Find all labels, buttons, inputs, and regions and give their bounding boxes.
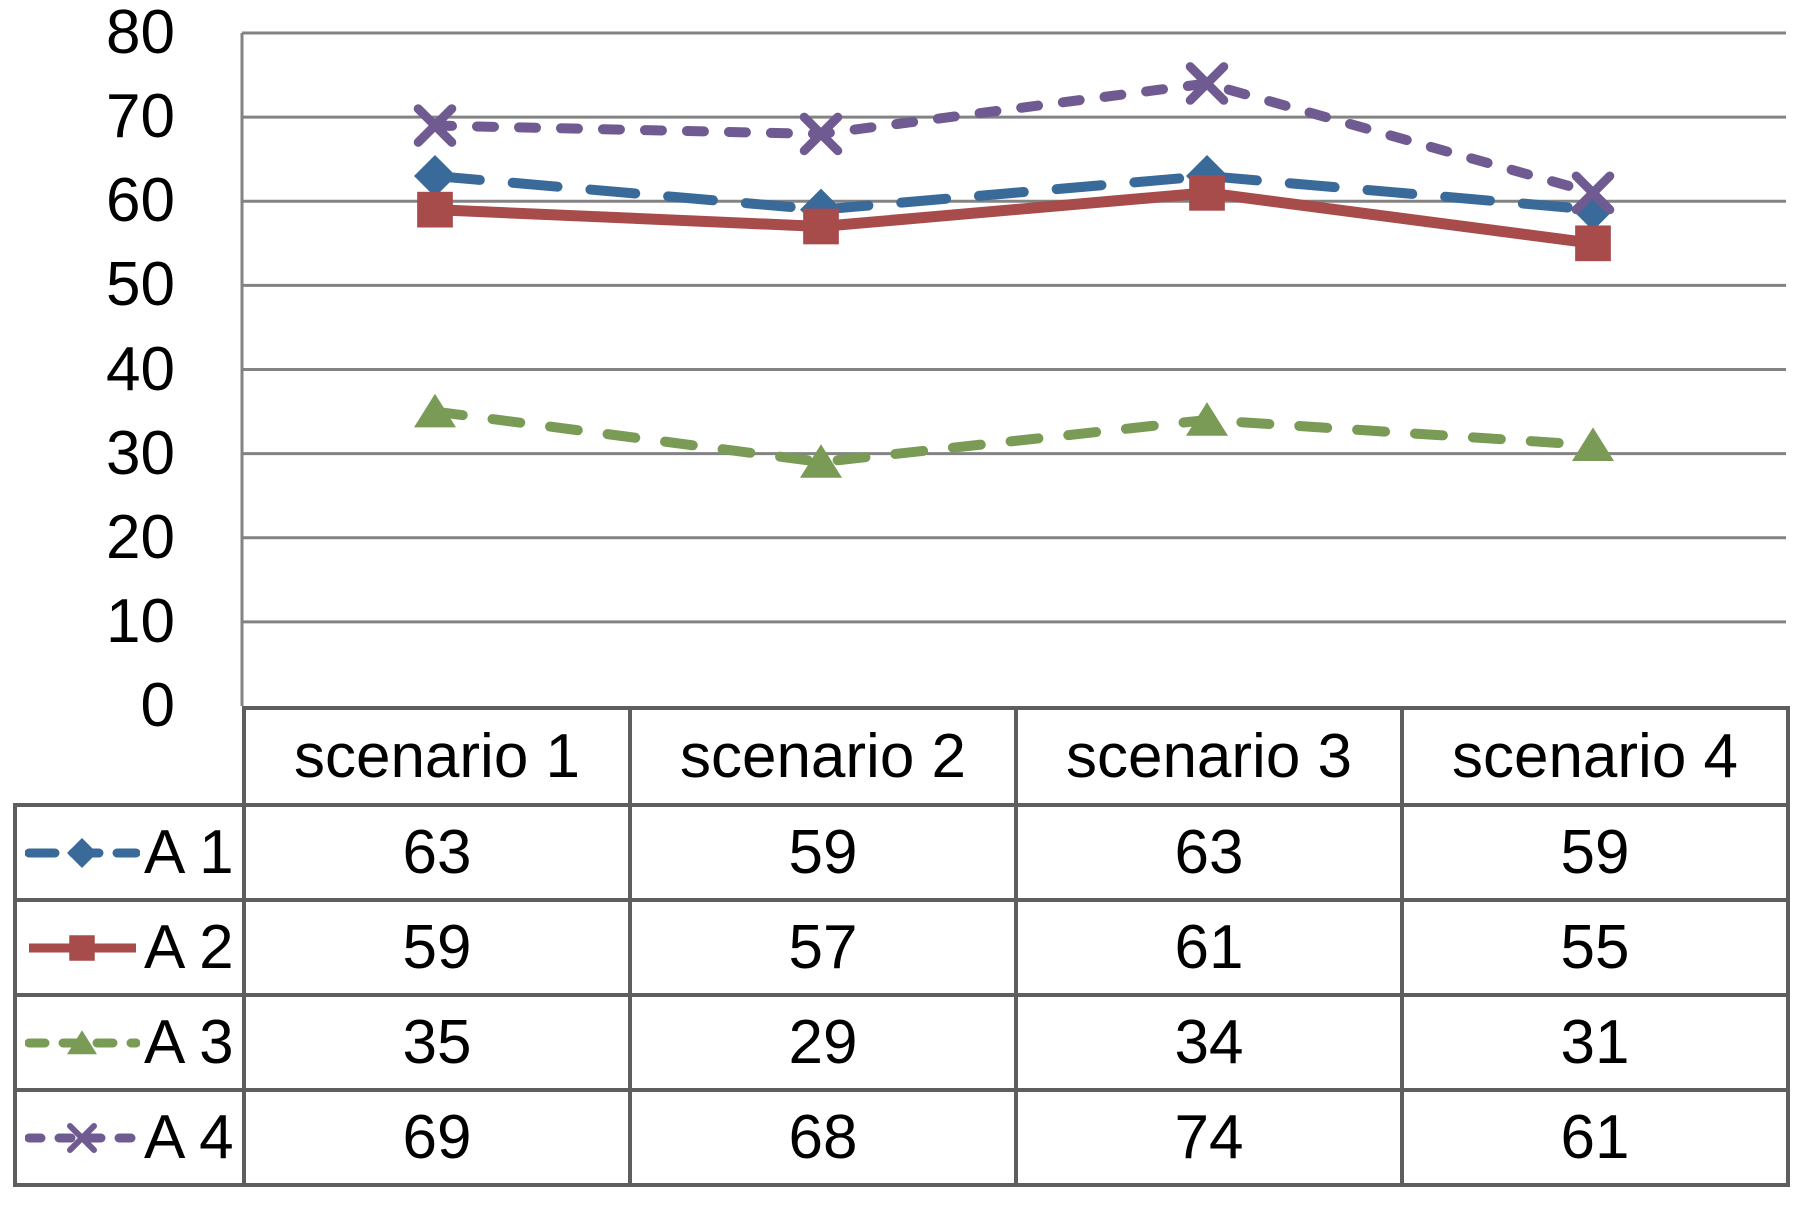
square-marker-icon	[69, 934, 95, 961]
legend-label: A 4	[144, 1103, 234, 1172]
value-cell: 68	[628, 1088, 1018, 1187]
y-axis-tick-label: 30	[106, 418, 175, 488]
triangle-marker-icon	[67, 1029, 97, 1054]
column-header-scenario-4: scenario 4	[1400, 706, 1790, 807]
table-row-A-4: A 4 69 68 74 61	[13, 1088, 1790, 1187]
x-marker-icon	[413, 104, 457, 147]
legend-key-dash-line	[25, 1029, 140, 1054]
legend-cell-A-2: A 2	[13, 898, 246, 997]
x-marker-icon	[67, 1122, 97, 1153]
legend-label: A 1	[144, 818, 234, 887]
value-cell: 59	[242, 898, 632, 997]
legend-cell-A-3: A 3	[13, 993, 246, 1092]
diamond-marker-icon	[414, 155, 456, 198]
data-table: scenario 1 scenario 2 scenario 3 scenario 4…	[13, 706, 1790, 1187]
y-axis-tick-label: 60	[106, 166, 175, 236]
series-A-2	[417, 174, 1611, 262]
value-cell: 35	[242, 993, 632, 1092]
series-line	[430, 406, 1598, 468]
y-axis-tick-label: 40	[106, 334, 175, 404]
y-axis-tick-label: 50	[106, 250, 175, 320]
legend-label: A 3	[144, 1008, 234, 1077]
value-cell: 31	[1400, 993, 1790, 1092]
square-marker-icon	[1189, 174, 1225, 211]
table-header-row: scenario 1 scenario 2 scenario 3 scenario 4	[15, 706, 1790, 807]
value-cell: 29	[628, 993, 1018, 1092]
value-cell: 61	[1014, 898, 1404, 997]
table-row-A-3: A 3 35 29 34 31	[13, 993, 1790, 1092]
triangle-marker-icon	[800, 444, 842, 478]
x-marker-icon	[1185, 62, 1229, 105]
value-cell: 69	[242, 1088, 632, 1187]
column-header-scenario-1: scenario 1	[242, 706, 632, 807]
column-header-scenario-2: scenario 2	[628, 706, 1018, 807]
series-line	[430, 170, 1598, 215]
series-line	[430, 78, 1598, 198]
legend-key-short-dash-line	[25, 1122, 140, 1153]
value-cell: 61	[1400, 1088, 1790, 1187]
series-A-3	[414, 393, 1614, 478]
square-marker-icon	[417, 191, 453, 228]
legend-key-solid-line	[29, 934, 136, 961]
legend-key-long-dash-line	[25, 837, 140, 868]
triangle-marker-icon	[1186, 402, 1228, 436]
y-axis-tick-label: 10	[106, 586, 175, 656]
table-corner-blank-cell	[15, 708, 244, 805]
value-cell: 57	[628, 898, 1018, 997]
legend-cell-A-1: A 1	[13, 803, 246, 902]
value-cell: 63	[1014, 803, 1404, 902]
x-marker-icon	[799, 112, 843, 156]
diamond-marker-icon	[67, 837, 97, 868]
y-axis-tick-label: 70	[106, 82, 175, 152]
triangle-marker-icon	[1572, 427, 1614, 461]
y-axis-tick-label: 20	[106, 502, 175, 572]
legend-label: A 2	[144, 913, 234, 982]
value-cell: 59	[1400, 803, 1790, 902]
column-header-scenario-3: scenario 3	[1014, 706, 1404, 807]
x-marker-icon	[1571, 171, 1615, 215]
value-cell: 55	[1400, 898, 1790, 997]
value-cell: 63	[242, 803, 632, 902]
gridlines	[242, 31, 1786, 624]
triangle-marker-icon	[414, 393, 456, 428]
series-A-4	[413, 62, 1615, 215]
y-axis-tick-label: 80	[106, 0, 175, 67]
square-marker-icon	[1575, 225, 1611, 262]
table-row-A-2: A 2 59 57 61 55	[13, 898, 1790, 997]
value-cell: 74	[1014, 1088, 1404, 1187]
y-axis-tick-label: 0	[140, 671, 175, 740]
value-cell: 34	[1014, 993, 1404, 1092]
table-row-A-1: A 1 63 59 63 59	[13, 803, 1790, 902]
series-line	[434, 187, 1594, 249]
value-cell: 59	[628, 803, 1018, 902]
legend-cell-A-4: A 4	[13, 1088, 246, 1187]
square-marker-icon	[803, 208, 839, 245]
